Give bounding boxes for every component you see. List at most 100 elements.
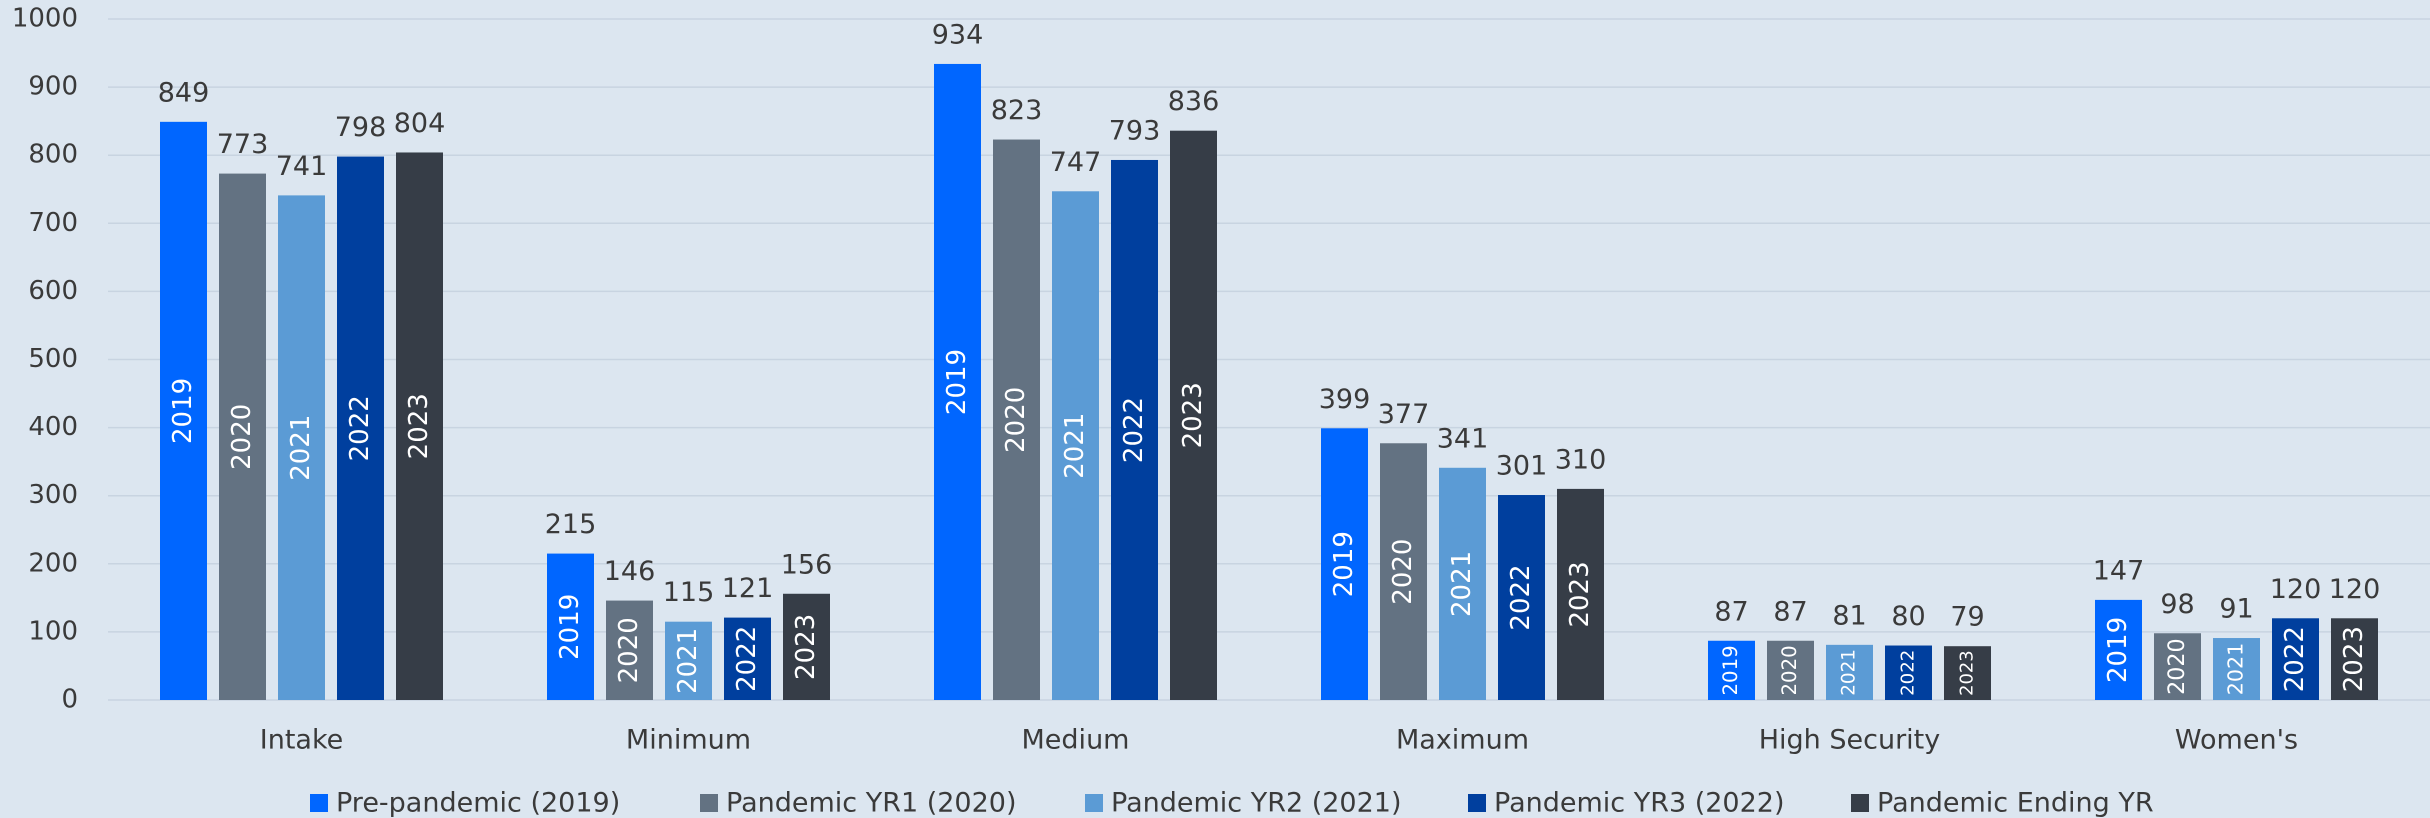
bar-year-label: 2019 — [942, 349, 972, 415]
bar — [547, 553, 594, 700]
bar — [1380, 443, 1427, 700]
bar-year-label: 2020 — [1778, 645, 1801, 695]
value-label: 798 — [335, 112, 387, 143]
bar — [2272, 618, 2319, 700]
value-label: 79 — [1950, 602, 1984, 633]
legend-swatch — [1851, 794, 1869, 812]
value-label: 81 — [1832, 600, 1866, 631]
y-tick-label: 100 — [28, 616, 78, 646]
y-tick-label: 700 — [28, 208, 78, 238]
bar-year-label: 2023 — [2339, 626, 2369, 692]
value-label: 156 — [781, 549, 833, 580]
bar-year-label: 2020 — [2164, 638, 2190, 695]
bar-year-label: 2021 — [1839, 649, 1860, 696]
x-tick-label: Women's — [2175, 725, 2298, 756]
bar — [1439, 467, 1486, 700]
value-label: 341 — [1437, 423, 1489, 454]
value-label: 98 — [2160, 589, 2194, 620]
bar-year-label: 2023 — [404, 393, 434, 459]
bar-year-label: 2019 — [1329, 531, 1359, 597]
bar — [1767, 640, 1814, 700]
bar — [2213, 638, 2260, 700]
bar — [665, 621, 712, 700]
bar — [278, 195, 325, 700]
y-tick-label: 0 — [61, 685, 78, 715]
bar — [1557, 488, 1604, 700]
value-label: 377 — [1378, 399, 1430, 430]
bar — [2331, 618, 2378, 700]
bar — [1708, 640, 1755, 700]
bar — [934, 63, 981, 701]
x-tick-label: High Security — [1759, 725, 1941, 756]
bar — [219, 173, 266, 700]
value-label: 87 — [1773, 596, 1807, 627]
bar-year-label: 2020 — [1388, 539, 1418, 605]
legend-label: Pandemic YR3 (2022) — [1494, 788, 1785, 818]
bar — [1885, 645, 1932, 700]
value-label: 773 — [217, 129, 269, 160]
bar-year-label: 2022 — [1898, 650, 1919, 696]
bar-year-label: 2022 — [1506, 564, 1536, 630]
x-tick-label: Maximum — [1396, 725, 1529, 756]
x-tick-label: Medium — [1022, 725, 1130, 756]
value-label: 793 — [1109, 115, 1161, 146]
legend-label: Pre-pandemic (2019) — [336, 788, 620, 818]
bar-year-label: 2023 — [1178, 382, 1208, 448]
value-label: 80 — [1891, 601, 1925, 632]
bar — [993, 139, 1040, 701]
bar — [1498, 495, 1545, 700]
legend-swatch — [1085, 794, 1103, 812]
bar — [160, 121, 207, 701]
y-tick-label: 1000 — [12, 4, 78, 34]
bar — [1944, 646, 1991, 700]
value-label: 120 — [2329, 574, 2381, 605]
legend-label: Pandemic Ending YR — [1877, 788, 2154, 818]
bar-year-label: 2023 — [791, 614, 821, 680]
legend-label: Pandemic YR2 (2021) — [1111, 788, 1402, 818]
y-tick-label: 900 — [28, 72, 78, 102]
value-label: 147 — [2093, 555, 2145, 586]
legend-swatch — [310, 794, 328, 812]
value-label: 804 — [394, 108, 446, 139]
bar-year-label: 2019 — [1719, 645, 1742, 695]
bar-year-label: 2022 — [2280, 626, 2310, 692]
value-label: 849 — [158, 77, 210, 108]
bar-year-label: 2020 — [614, 617, 644, 683]
bar-year-label: 2023 — [1957, 650, 1978, 696]
value-label: 215 — [545, 509, 597, 540]
y-tick-label: 500 — [28, 344, 78, 374]
bar-year-label: 2019 — [555, 594, 585, 660]
legend-swatch — [1468, 794, 1486, 812]
bar-year-label: 2021 — [2224, 643, 2248, 696]
bar — [2095, 599, 2142, 700]
bar-year-label: 2022 — [1119, 397, 1149, 463]
bar-year-label: 2021 — [1060, 413, 1090, 479]
bar-year-label: 2022 — [732, 626, 762, 692]
bar — [2154, 633, 2201, 700]
value-label: 747 — [1050, 147, 1102, 178]
value-label: 121 — [722, 573, 774, 604]
value-label: 823 — [991, 95, 1043, 126]
x-tick-label: Intake — [260, 725, 344, 756]
bar-year-label: 2021 — [286, 415, 316, 481]
bar — [1170, 130, 1217, 700]
legend-label: Pandemic YR1 (2020) — [726, 788, 1017, 818]
x-tick-label: Minimum — [626, 725, 751, 756]
value-label: 91 — [2219, 594, 2253, 625]
value-label: 146 — [604, 556, 656, 587]
y-tick-label: 400 — [28, 412, 78, 442]
value-label: 310 — [1555, 444, 1607, 475]
bar — [724, 617, 771, 700]
value-label: 87 — [1714, 596, 1748, 627]
bar-year-label: 2021 — [1447, 551, 1477, 617]
y-tick-label: 200 — [28, 548, 78, 578]
bar — [783, 593, 830, 700]
bar — [1321, 428, 1368, 700]
bar — [396, 152, 443, 700]
value-label: 301 — [1496, 451, 1548, 482]
bar — [337, 156, 384, 700]
value-label: 934 — [932, 19, 984, 50]
y-tick-label: 800 — [28, 140, 78, 170]
value-label: 399 — [1319, 384, 1371, 415]
